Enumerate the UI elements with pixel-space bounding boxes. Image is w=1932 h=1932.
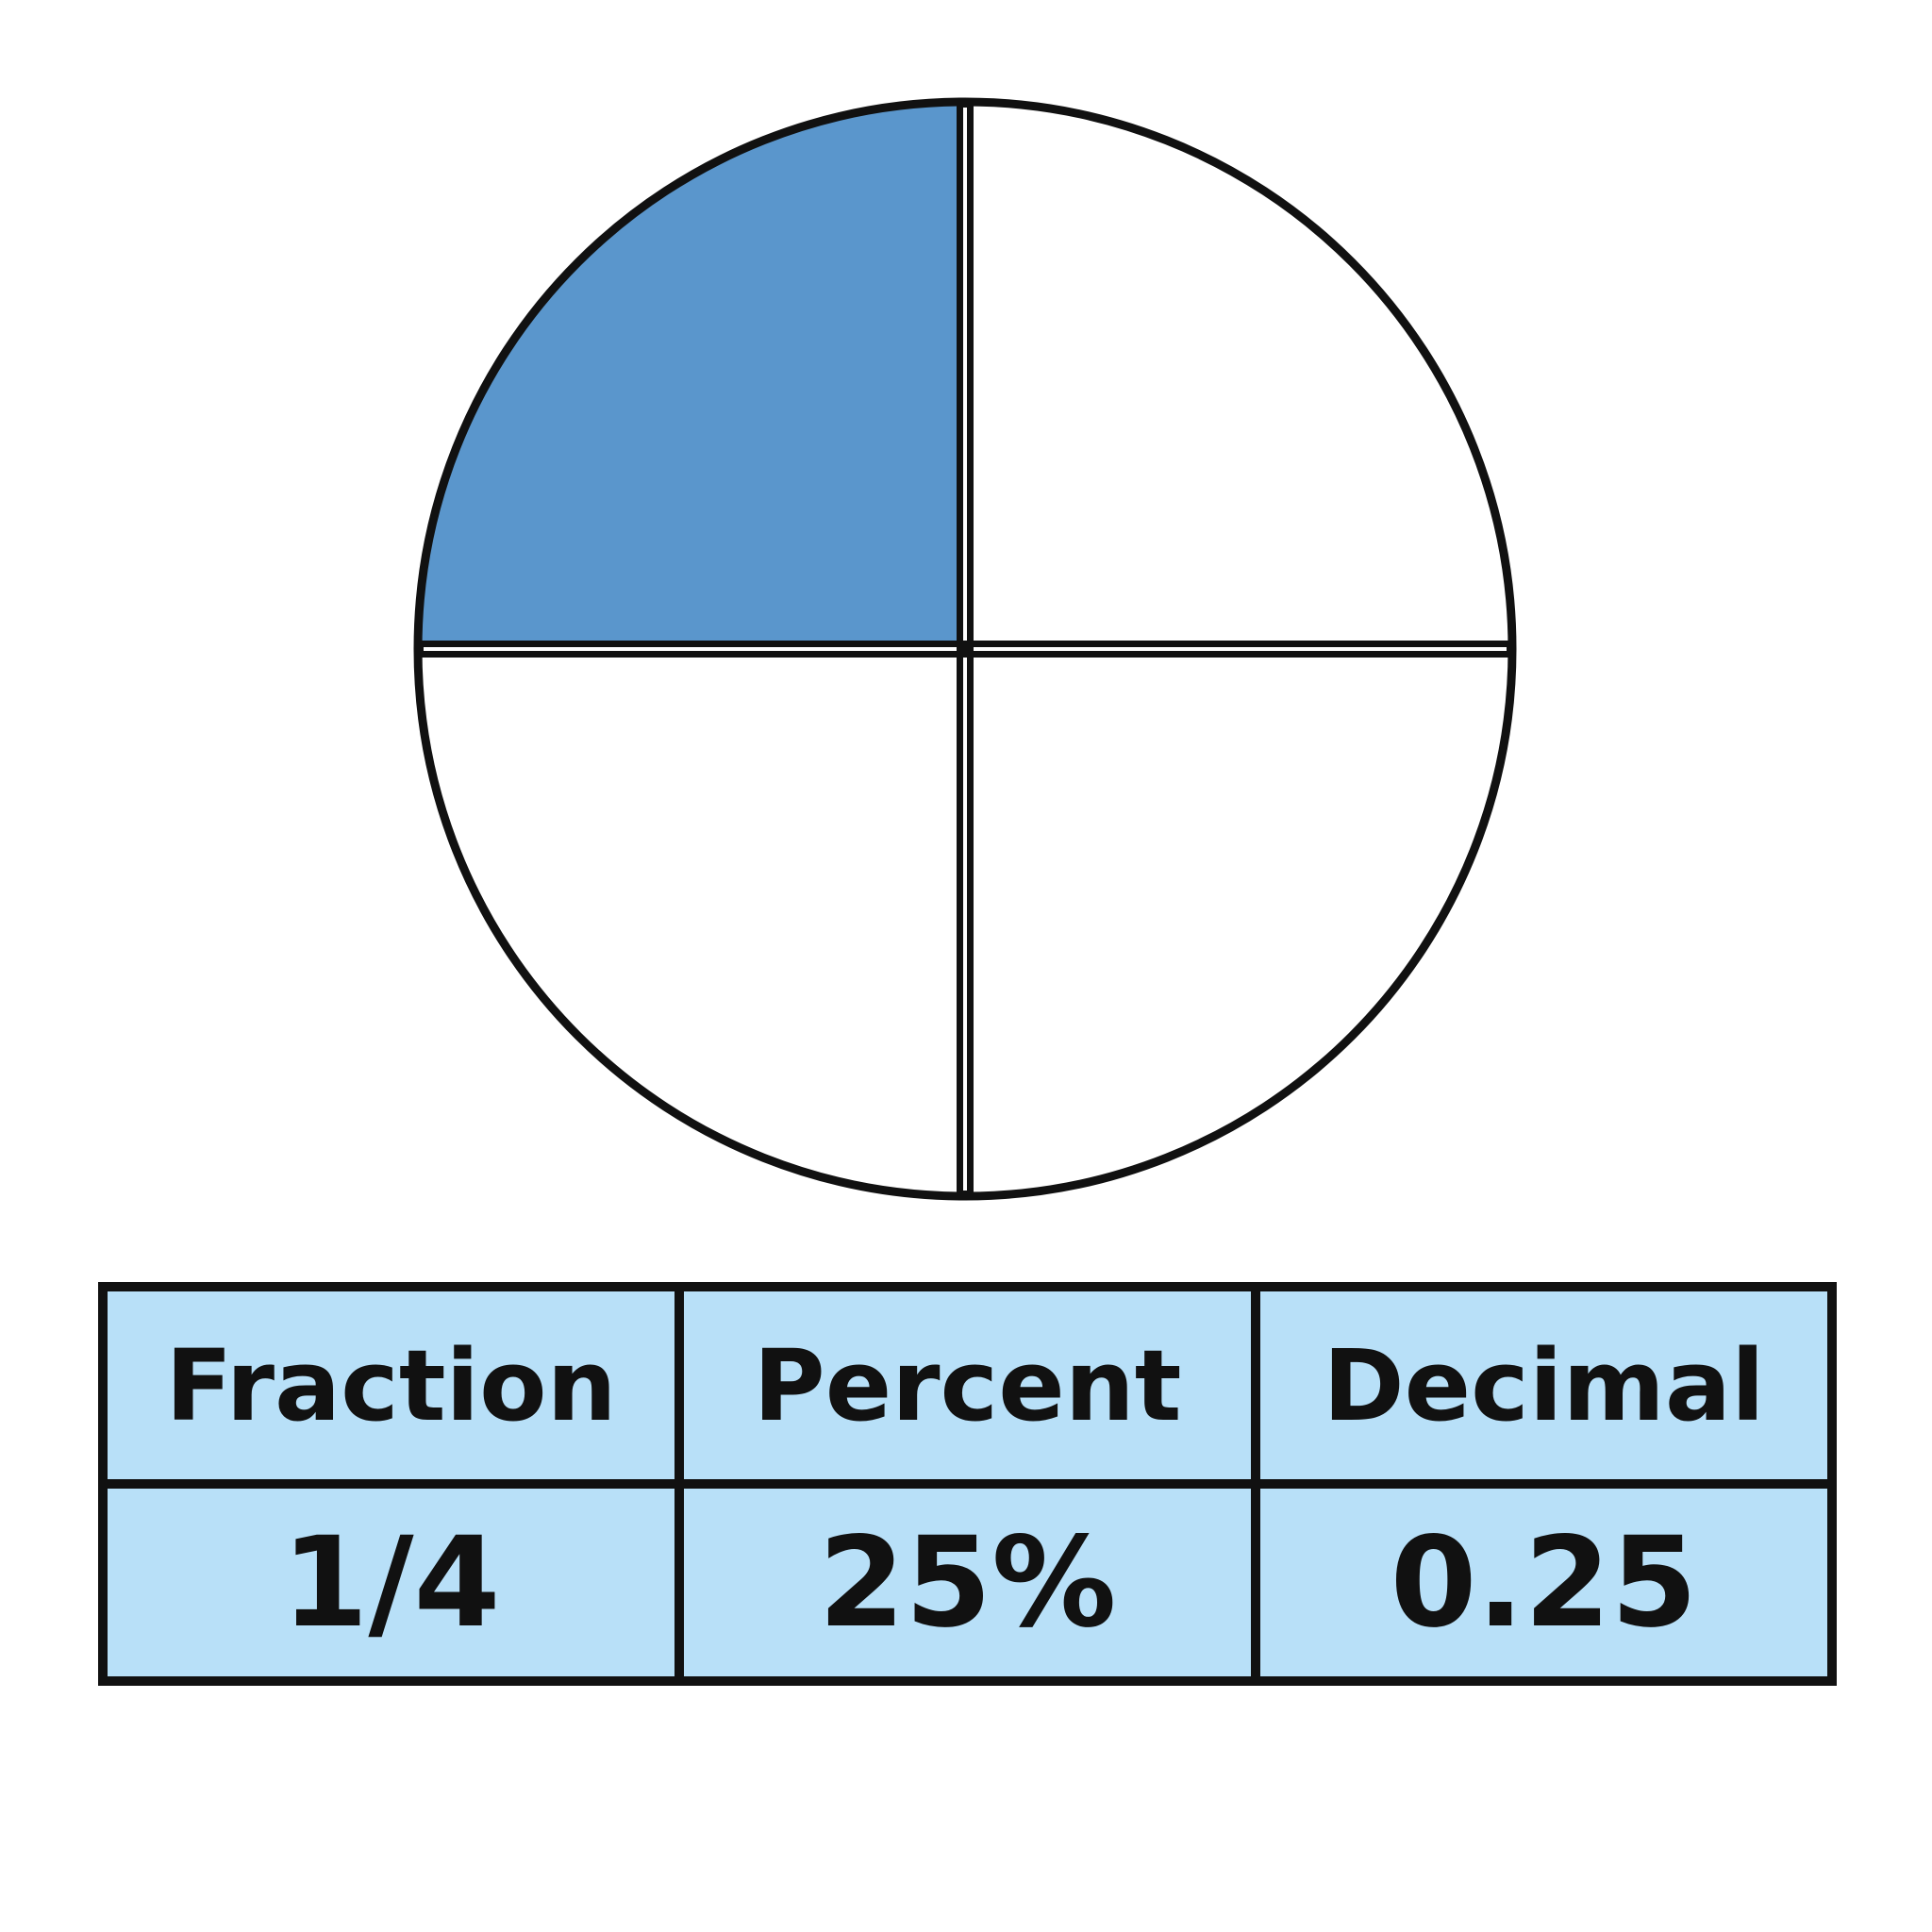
header-percent: Percent bbox=[682, 1290, 1253, 1481]
center-joint bbox=[957, 641, 974, 658]
conversion-table: Fraction Percent Decimal 1/4 25% 0.25 bbox=[98, 1282, 1837, 1686]
fraction-circle-diagram bbox=[413, 97, 1517, 1201]
value-fraction: 1/4 bbox=[106, 1487, 676, 1678]
value-percent: 25% bbox=[682, 1487, 1253, 1678]
shaded-quadrant bbox=[418, 102, 965, 649]
header-fraction: Fraction bbox=[106, 1290, 676, 1481]
value-decimal: 0.25 bbox=[1258, 1487, 1829, 1678]
header-decimal: Decimal bbox=[1258, 1290, 1829, 1481]
